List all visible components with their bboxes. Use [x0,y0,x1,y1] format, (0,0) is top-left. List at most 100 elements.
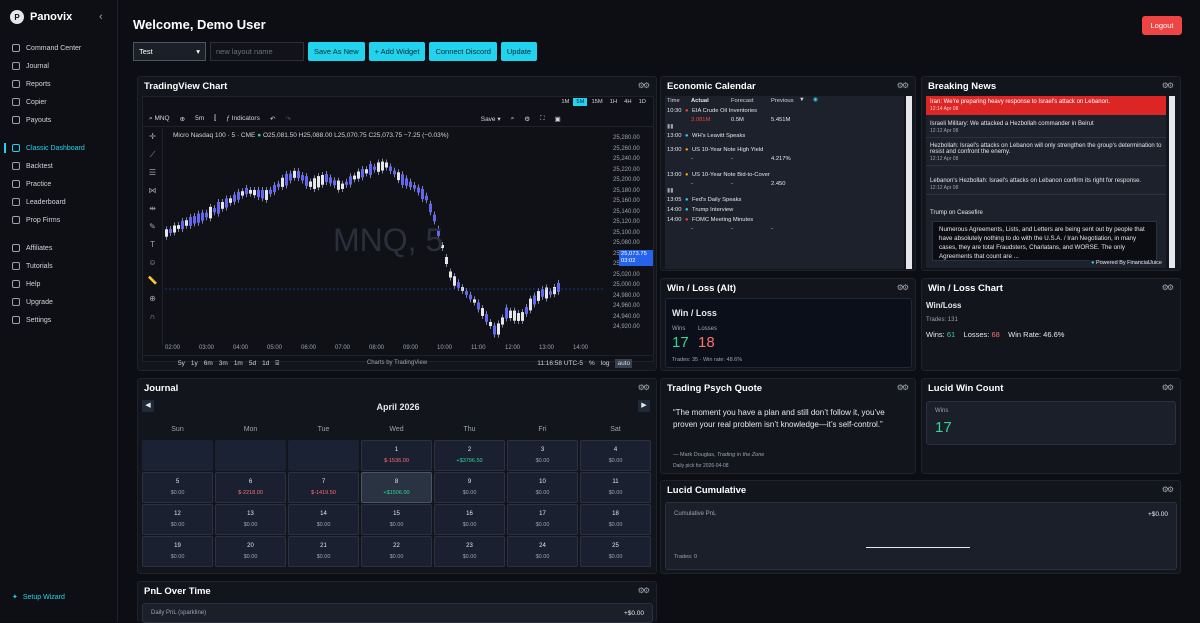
sidebar-item-tutorials[interactable]: Tutorials [0,258,118,274]
calendar-day[interactable]: 7 $-1419.50 [288,472,359,503]
timeframe-1D[interactable]: 1D [638,99,646,105]
calendar-day[interactable]: 9 $0.00 [434,472,505,503]
sidebar-item-settings[interactable]: Settings [0,312,118,328]
sidebar-item-reports[interactable]: Reports [0,76,118,92]
zoom-icon[interactable]: ⊕ [149,294,156,303]
percent-toggle[interactable]: % [588,360,595,367]
news-item[interactable]: Israeli Military: We attacked a Hezbolla… [926,118,1166,138]
interval-button[interactable]: 5m [195,115,205,122]
text-icon[interactable]: T [150,240,155,249]
widget-settings-icon[interactable]: ⚙⚙ [637,383,650,392]
sidebar-item-practice[interactable]: Practice [0,176,118,192]
settings-icon[interactable]: ⚙ [524,115,531,123]
widget-settings-icon[interactable]: ⚙⚙ [896,81,909,90]
add-widget-button[interactable]: + Add Widget [368,42,426,61]
news-item[interactable]: Iran: We're preparing heavy response to … [926,96,1166,115]
range-5y[interactable]: 5y [178,360,185,367]
sidebar-item-command-center[interactable]: Command Center [0,40,118,56]
calendar-day[interactable]: 22 $0.00 [361,536,432,567]
sidebar-item-journal[interactable]: Journal [0,58,118,74]
indicators-button[interactable]: ƒ Indicators [226,115,260,122]
sidebar-item-prop-firms[interactable]: Prop Firms [0,212,118,228]
calendar-day[interactable]: 1 $-1536.00 [361,440,432,471]
widget-settings-icon[interactable]: ⚙⚙ [637,81,650,90]
widget-settings-icon[interactable]: ⚙⚙ [1161,81,1174,90]
calendar-day[interactable]: 23 $0.00 [434,536,505,567]
price-axis[interactable]: 25,280.00 25,260.00 25,240.00 25,220.00 25,2… [611,135,653,345]
timeframe-15M[interactable]: 15M [591,99,603,105]
date-range-icon[interactable]: ⌸ [275,359,280,367]
sidebar-item-upgrade[interactable]: Upgrade [0,294,118,310]
widget-settings-icon[interactable]: ⚙⚙ [1161,383,1174,392]
magnet-icon[interactable]: ∩ [149,312,156,321]
layout-name-input[interactable]: new layout name [210,42,304,61]
range-1y[interactable]: 1y [190,360,198,367]
calendar-day[interactable]: 13 $0.00 [215,504,286,535]
radio-icon[interactable]: ◉ [813,97,819,103]
next-month-button[interactable]: ▶ [638,400,650,412]
measure-icon[interactable]: ⇹ [149,204,156,213]
econ-event[interactable]: US 10-Year Note Bid-to-Cover [692,172,770,178]
calendar-day[interactable]: 10 $0.00 [507,472,578,503]
fullscreen-icon[interactable]: ⛶ [540,114,545,122]
sidebar-item-copier[interactable]: Copier [0,94,118,110]
sidebar-item-payouts[interactable]: Payouts [0,112,118,128]
econ-event[interactable]: FOMC Meeting Minutes [692,217,754,223]
calendar-day[interactable]: 5 $0.00 [142,472,213,503]
save-as-new-button[interactable]: Save As New [308,42,365,61]
calendar-day[interactable]: 16 $0.00 [434,504,505,535]
timeframe-1H[interactable]: 1H [609,99,618,105]
ruler-icon[interactable]: 📏 [147,276,158,285]
undo-icon[interactable]: ↶ [269,115,276,123]
candlestick-chart[interactable] [165,143,605,343]
calendar-day[interactable]: 15 $0.00 [361,504,432,535]
calendar-day[interactable]: 19 $0.00 [142,536,213,567]
widget-settings-icon[interactable]: ⚙⚙ [1161,485,1174,494]
collapse-sidebar-icon[interactable]: ‹ [99,11,103,23]
range-3m[interactable]: 3m [218,360,228,367]
connect-discord-button[interactable]: Connect Discord [429,42,497,61]
range-5d[interactable]: 5d [248,360,257,367]
log-toggle[interactable]: log [600,360,610,367]
widget-settings-icon[interactable]: ⚙⚙ [896,383,909,392]
range-6m[interactable]: 6m [203,360,213,367]
redo-icon[interactable]: ↷ [285,115,291,123]
crosshair-icon[interactable]: ✛ [149,132,156,141]
auto-toggle[interactable]: auto [615,359,633,368]
econ-event[interactable]: WH's Leavitt Speaks [692,133,746,139]
calendar-day[interactable]: 14 $0.00 [288,504,359,535]
brand[interactable]: P Panovix [10,10,72,24]
sidebar-item-help[interactable]: Help [0,276,118,292]
calendar-day[interactable]: 11 $0.00 [580,472,651,503]
calendar-day[interactable]: 6 $-2218.00 [215,472,286,503]
candles-icon[interactable]: ⫿ [214,114,217,122]
timeframe-4H[interactable]: 4H [624,99,632,105]
calendar-day[interactable]: 4 $0.00 [580,440,651,471]
calendar-day[interactable]: 24 $0.00 [507,536,578,567]
filter-icon[interactable]: ▼ [799,97,805,103]
sidebar-item-affiliates[interactable]: Affiliates [0,240,118,256]
sidebar-item-leaderboard[interactable]: Leaderboard [0,194,118,210]
setup-wizard-link[interactable]: ✦ Setup Wizard [12,593,65,602]
econ-event[interactable]: Fed's Daily Speaks [692,197,742,203]
brush-icon[interactable]: ✎ [149,222,156,231]
add-symbol-icon[interactable]: ⊕ [179,115,186,123]
fib-icon[interactable]: ☰ [148,168,157,177]
layout-select[interactable]: Test ▾ [133,42,206,61]
calendar-day[interactable]: 18 $0.00 [580,504,651,535]
econ-event[interactable]: Trump Interview [692,207,734,213]
sidebar-item-classic-dashboard[interactable]: Classic Dashboard [0,140,118,156]
save-layout-button[interactable]: Save ▾ [480,115,501,123]
range-1m[interactable]: 1m [233,360,243,367]
econ-event[interactable]: US 10-Year Note High Yield [692,147,764,153]
calendar-day[interactable]: 21 $0.00 [288,536,359,567]
calendar-day[interactable]: 3 $0.00 [507,440,578,471]
calendar-day[interactable]: 12 $0.00 [142,504,213,535]
trendline-icon[interactable]: ⟋ [149,150,156,159]
timeframe-1M[interactable]: 1M [561,99,570,105]
emoji-icon[interactable]: ☺ [148,258,157,267]
prev-month-button[interactable]: ◀ [142,400,154,412]
tv-credit[interactable]: Charts by TradingView [366,360,428,366]
logout-button[interactable]: Logout [1142,16,1182,35]
pattern-icon[interactable]: ⋈ [148,186,157,195]
